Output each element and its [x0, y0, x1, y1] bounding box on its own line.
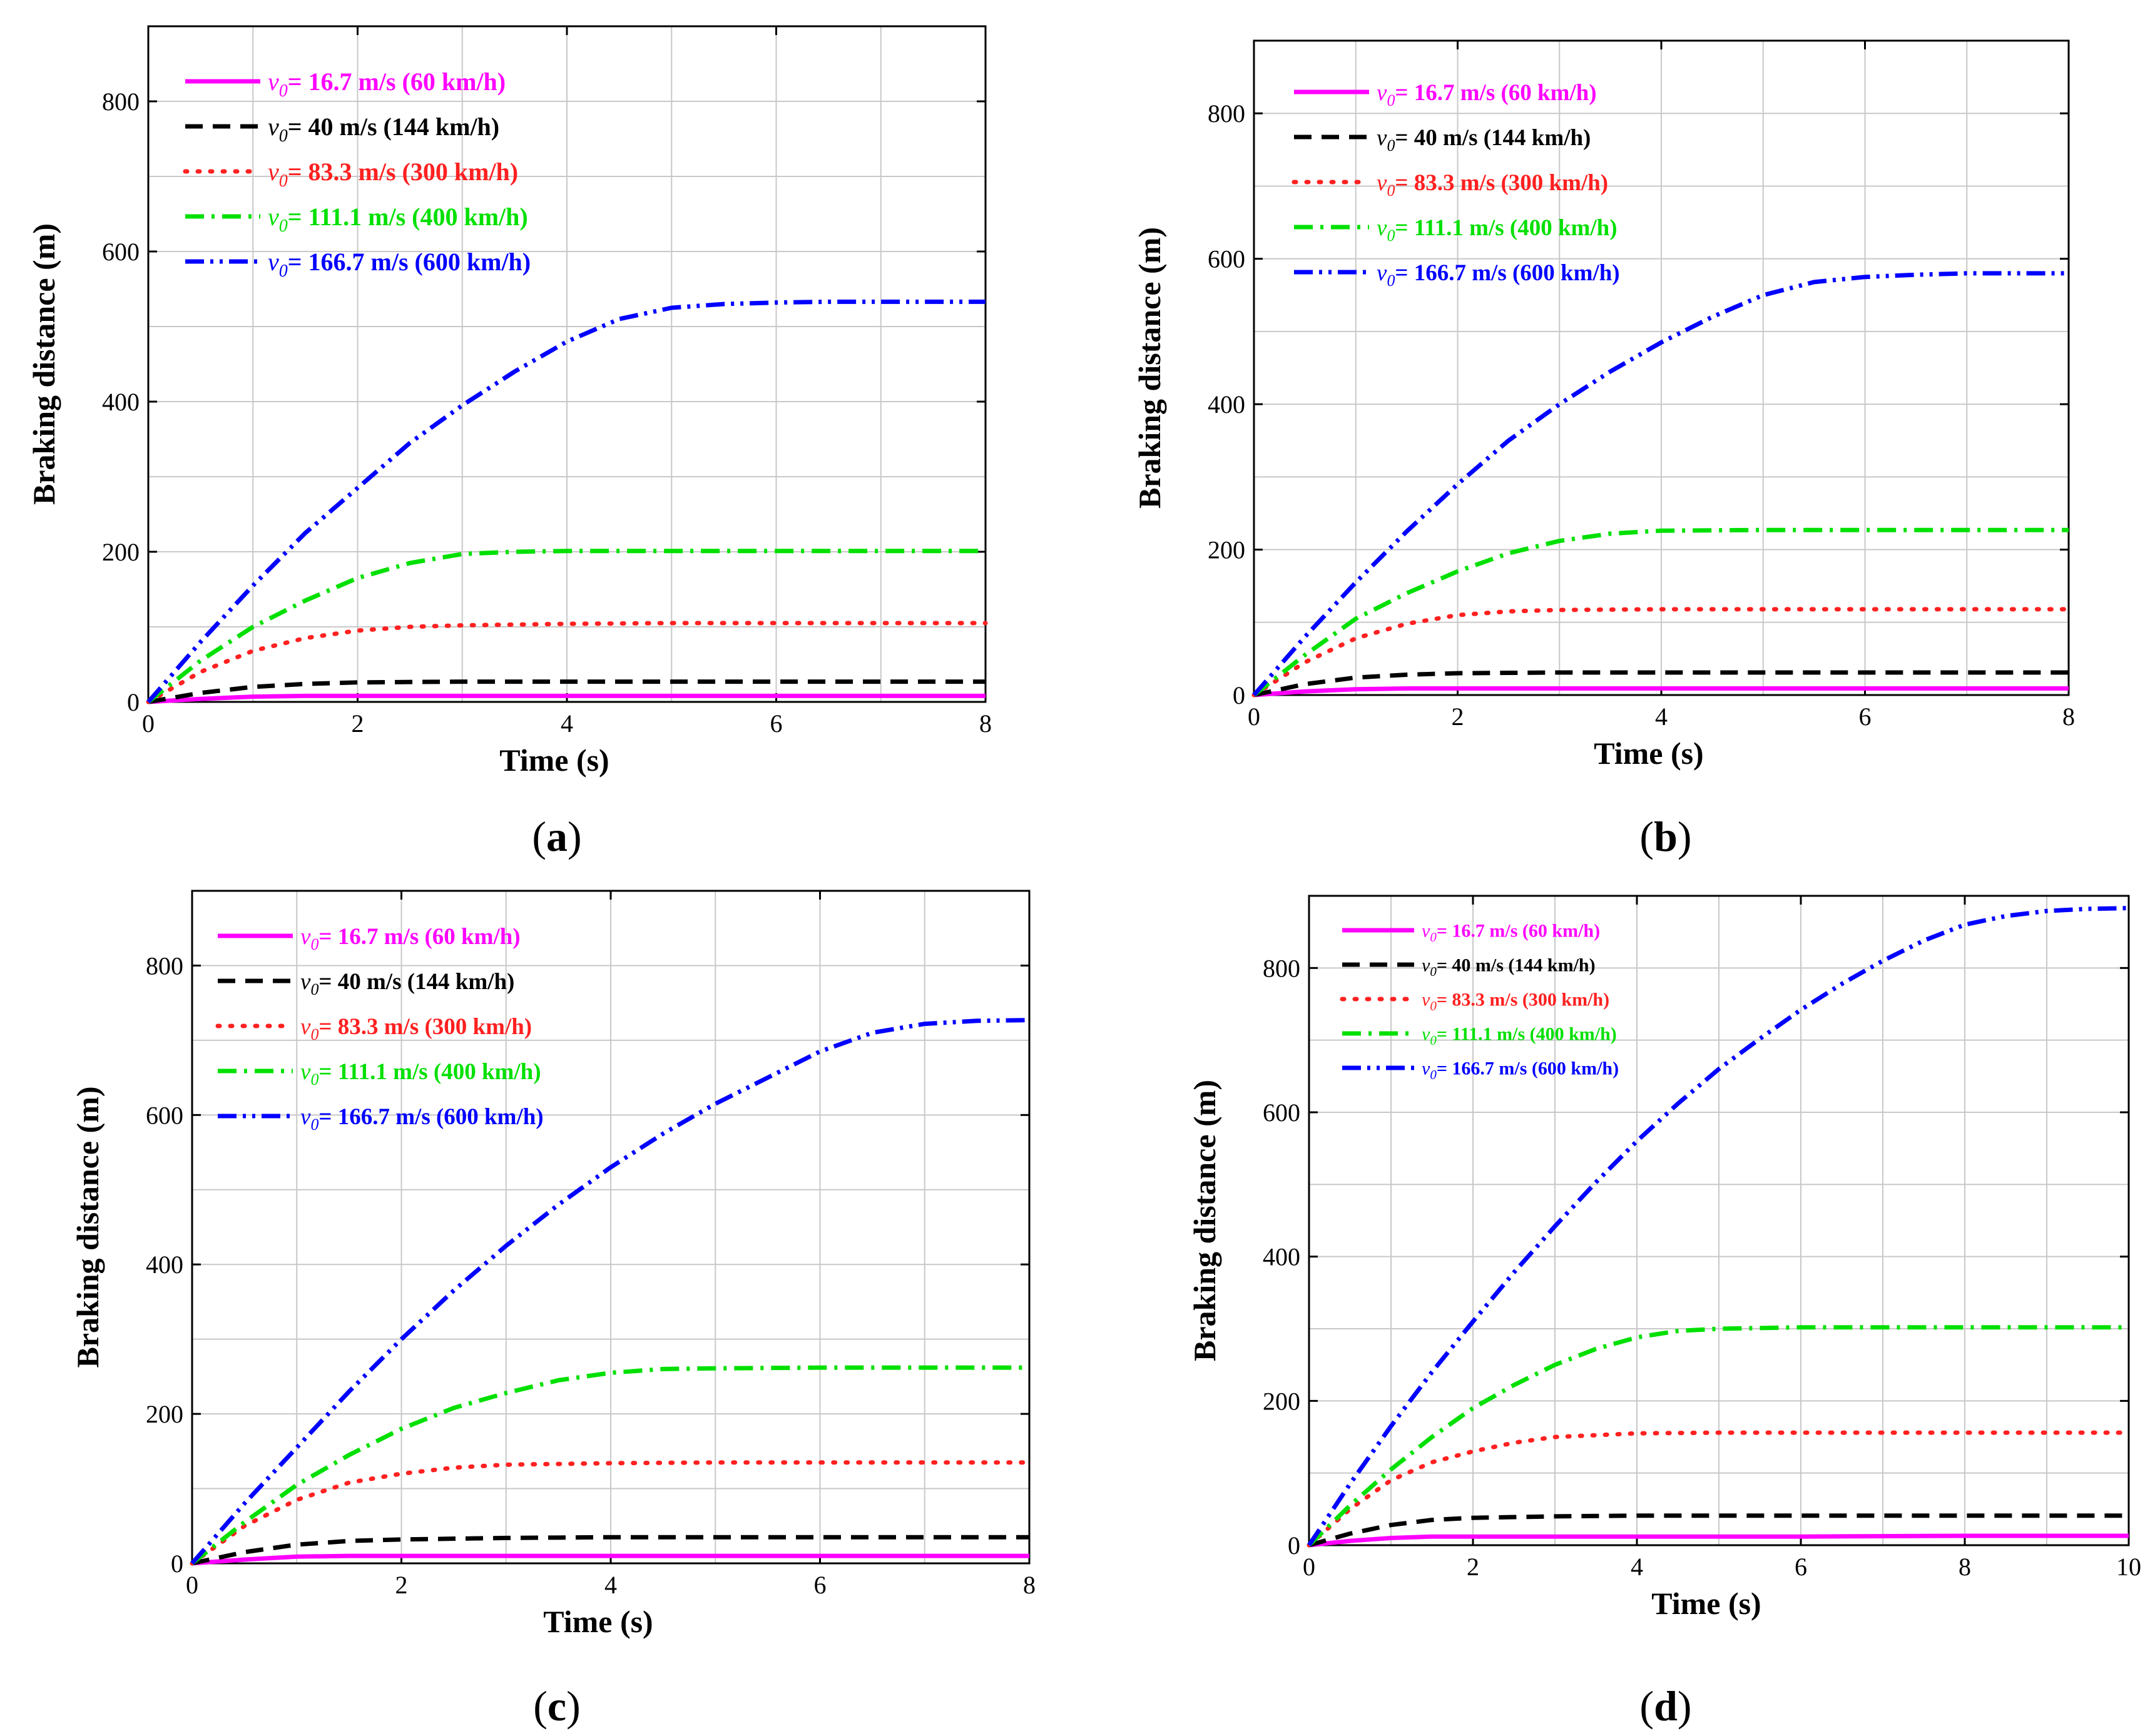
- legend-label: v0= 83.3 m/s (300 km/h): [300, 1014, 532, 1043]
- y-tick-label: 600: [102, 238, 140, 266]
- y-axis-label: Braking distance (m): [26, 223, 61, 505]
- x-axis-label: Time (s): [499, 743, 609, 778]
- legend-label: v0= 83.3 m/s (300 km/h): [268, 158, 518, 191]
- legend-label: v0= 166.7 m/s (600 km/h): [1422, 1058, 1619, 1083]
- x-tick-label: 4: [1631, 1553, 1643, 1581]
- x-tick-label: 6: [814, 1571, 827, 1599]
- panel-label: (c): [533, 1682, 581, 1730]
- series-line-3: [190, 1365, 1029, 1565]
- series-line-1: [191, 1535, 1029, 1566]
- x-tick-label: 8: [1023, 1571, 1036, 1599]
- x-axis-label: Time (s): [543, 1604, 653, 1639]
- x-tick-label: 2: [1452, 703, 1464, 731]
- legend-label: v0= 40 m/s (144 km/h): [300, 969, 514, 998]
- y-axis-label: Braking distance (m): [70, 1087, 105, 1368]
- series-line-4: [1252, 271, 2069, 697]
- x-tick-label: 0: [186, 1571, 198, 1599]
- legend-label: v0= 16.7 m/s (60 km/h): [268, 68, 506, 101]
- x-tick-label: 4: [1655, 703, 1668, 731]
- legend-label: v0= 16.7 m/s (60 km/h): [1377, 80, 1597, 109]
- series-line-0: [148, 693, 986, 704]
- series-line-4: [146, 299, 986, 704]
- y-tick-label: 200: [146, 1400, 183, 1428]
- legend-label: v0= 16.7 m/s (60 km/h): [300, 924, 521, 953]
- y-tick-label: 800: [146, 952, 183, 980]
- legend-label: v0= 166.7 m/s (600 km/h): [300, 1104, 544, 1134]
- y-tick-label: 0: [127, 688, 140, 716]
- y-tick-label: 200: [102, 538, 140, 566]
- y-tick-label: 800: [102, 88, 140, 116]
- legend-label: v0= 16.7 m/s (60 km/h): [1422, 921, 1600, 945]
- legend-label: v0= 166.7 m/s (600 km/h): [1377, 260, 1620, 290]
- x-tick-label: 2: [1467, 1553, 1479, 1581]
- x-tick-label: 4: [561, 709, 573, 738]
- legend-label: v0= 40 m/s (144 km/h): [1422, 955, 1596, 980]
- legend-label: v0= 83.3 m/s (300 km/h): [1422, 990, 1609, 1014]
- legend-label: v0= 111.1 m/s (400 km/h): [300, 1059, 541, 1089]
- series-line-2: [146, 621, 988, 704]
- series-line-1: [1253, 670, 2069, 698]
- panel-label: (d): [1639, 1682, 1691, 1730]
- x-tick-label: 10: [2116, 1553, 2141, 1581]
- series-line-2: [1307, 1430, 2131, 1548]
- x-tick-label: 8: [979, 709, 992, 738]
- x-tick-label: 0: [142, 709, 155, 738]
- y-tick-label: 800: [1263, 954, 1300, 982]
- y-tick-label: 0: [1288, 1531, 1300, 1560]
- y-tick-label: 400: [102, 388, 140, 416]
- x-axis-label: Time (s): [1651, 1586, 1761, 1621]
- chart-panel-d: 0 2 4 6 8 10 0 200 400 600 800 Time (s) Braking dist…: [1187, 895, 2141, 1730]
- y-tick-label: 200: [1208, 536, 1245, 564]
- legend-label: v0= 40 m/s (144 km/h): [268, 113, 499, 146]
- y-tick-label: 200: [1263, 1387, 1300, 1415]
- chart-panel-b: 0 2 4 6 8 0 200 400 600 800 Time (s) Braking distan…: [1132, 39, 2075, 860]
- y-tick-label: 800: [1208, 99, 1245, 128]
- legend-label: v0= 111.1 m/s (400 km/h): [268, 203, 528, 236]
- x-tick-label: 0: [1303, 1553, 1315, 1581]
- y-tick-label: 400: [146, 1251, 183, 1279]
- legend-label: v0= 166.7 m/s (600 km/h): [268, 248, 531, 281]
- x-tick-label: 2: [395, 1571, 408, 1599]
- series-line-1: [1308, 1513, 2129, 1548]
- series-line-0: [1308, 1533, 2129, 1548]
- series-line-0: [191, 1553, 1029, 1566]
- x-tick-label: 6: [1859, 703, 1872, 731]
- x-tick-label: 8: [1959, 1553, 1971, 1581]
- y-axis-label: Braking distance (m): [1132, 227, 1167, 509]
- chart-panel-a: 0 2 4 6 8 0 200 400 600 800 Time (s) Braking distan…: [26, 25, 992, 860]
- x-tick-label: 6: [770, 709, 783, 738]
- y-tick-label: 600: [1263, 1099, 1300, 1127]
- x-axis-label: Time (s): [1594, 736, 1703, 771]
- legend-label: v0= 40 m/s (144 km/h): [1377, 125, 1591, 155]
- x-tick-label: 0: [1248, 703, 1260, 731]
- y-tick-label: 400: [1208, 390, 1245, 419]
- panel-label: (b): [1639, 813, 1691, 860]
- chart-panel-c: 0 2 4 6 8 0 200 400 600 800 Time (s) Braking distan…: [70, 890, 1036, 1730]
- x-tick-label: 4: [604, 1571, 617, 1599]
- panel-label: (a): [532, 813, 581, 860]
- legend-label: v0= 111.1 m/s (400 km/h): [1422, 1024, 1617, 1048]
- series-line-0: [1253, 686, 2069, 698]
- y-tick-label: 400: [1263, 1243, 1300, 1271]
- series-line-2: [190, 1460, 1032, 1566]
- series-line-4: [190, 1018, 1030, 1565]
- x-tick-label: 8: [2062, 703, 2075, 731]
- series-line-1: [148, 679, 986, 704]
- x-tick-label: 2: [352, 709, 364, 738]
- y-tick-label: 600: [146, 1101, 183, 1129]
- series-line-3: [1307, 1325, 2129, 1547]
- series-line-4: [1307, 906, 2129, 1546]
- x-tick-label: 6: [1795, 1553, 1807, 1581]
- legend-label: v0= 83.3 m/s (300 km/h): [1377, 170, 1608, 200]
- y-tick-label: 0: [1233, 681, 1245, 709]
- plot-frame: [1308, 895, 2130, 1546]
- series-line-3: [1252, 527, 2069, 697]
- series-line-3: [146, 549, 986, 704]
- y-axis-label: Braking distance (m): [1187, 1080, 1222, 1361]
- legend-label: v0= 111.1 m/s (400 km/h): [1377, 215, 1618, 245]
- y-tick-label: 0: [171, 1550, 183, 1578]
- y-tick-label: 600: [1208, 245, 1245, 273]
